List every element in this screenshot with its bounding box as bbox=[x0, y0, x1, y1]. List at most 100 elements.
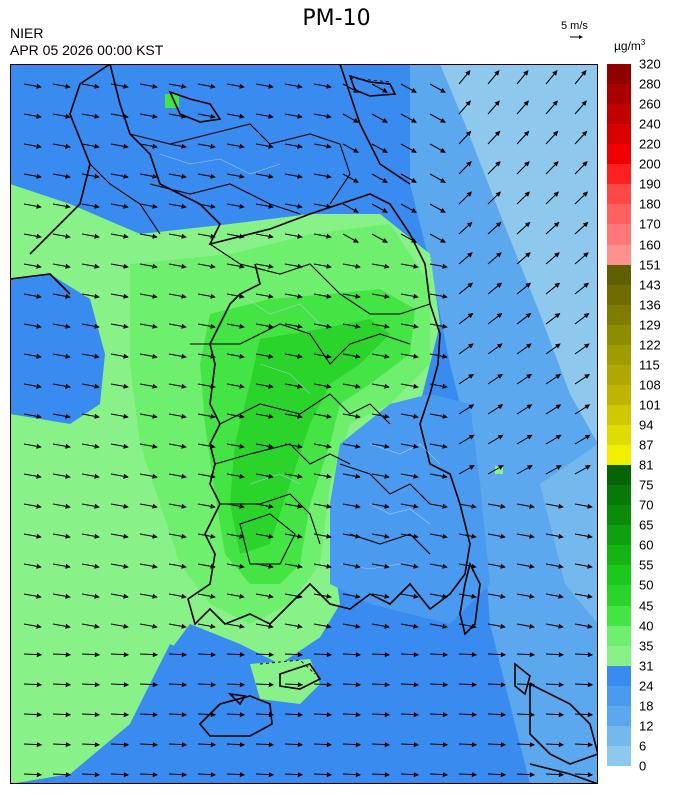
legend-swatch bbox=[607, 364, 631, 385]
legend-label: 115 bbox=[639, 357, 660, 373]
legend-label: 40 bbox=[639, 618, 654, 634]
wind-arrow-head bbox=[65, 173, 71, 179]
wind-arrow-head bbox=[36, 233, 42, 239]
legend-label: 87 bbox=[639, 437, 654, 453]
wind-arrow-head bbox=[587, 623, 593, 629]
wind-arrow-head bbox=[413, 323, 419, 329]
wind-arrow-head bbox=[468, 373, 475, 379]
wind-arrow-head bbox=[123, 443, 129, 449]
wind-arrow-head bbox=[442, 443, 448, 449]
legend-swatch bbox=[607, 164, 631, 185]
wind-arrow-head bbox=[181, 263, 187, 269]
wind-arrow-head bbox=[36, 413, 42, 419]
wind-arrow-head bbox=[413, 503, 419, 509]
wind-arrow-head bbox=[382, 237, 388, 243]
wind-arrow-head bbox=[297, 293, 303, 299]
wind-arrow-head bbox=[297, 503, 303, 509]
wind-arrow-head bbox=[152, 293, 158, 299]
wind-arrow-head bbox=[413, 443, 419, 449]
legend-swatch bbox=[607, 304, 631, 325]
wind-arrow-head bbox=[239, 233, 245, 239]
wind-arrow-head bbox=[239, 563, 245, 569]
wind-arrow-head bbox=[494, 69, 500, 76]
wind-arrow-head bbox=[123, 113, 129, 119]
legend-label: 65 bbox=[639, 517, 654, 533]
wind-arrow-head bbox=[65, 293, 71, 299]
wind-arrow-head bbox=[471, 652, 478, 658]
wind-arrow-head bbox=[210, 563, 216, 569]
wind-arrow-head bbox=[355, 533, 361, 539]
wind-arrow-head bbox=[555, 465, 562, 470]
legend-label: 6 bbox=[639, 738, 647, 754]
wind-reference-arrow-icon bbox=[570, 35, 583, 39]
wind-arrow-head bbox=[65, 563, 71, 569]
legend-label: 94 bbox=[639, 417, 654, 433]
wind-arrow-head bbox=[442, 563, 448, 569]
wind-arrow-head bbox=[94, 593, 100, 599]
wind-arrow-head bbox=[297, 83, 303, 89]
wind-arrow-head bbox=[497, 373, 504, 379]
wind-arrow-head bbox=[94, 712, 101, 718]
wind-arrow-head bbox=[65, 712, 72, 718]
wind-arrow-head bbox=[467, 282, 474, 288]
map-title: PM-10 bbox=[302, 6, 371, 31]
legend-label: 260 bbox=[639, 96, 661, 112]
wind-arrow-head bbox=[524, 191, 531, 197]
wind-arrow-head bbox=[442, 742, 449, 748]
wind-arrow-head bbox=[384, 293, 390, 299]
wind-arrow-head bbox=[529, 772, 536, 778]
wind-arrow-head bbox=[529, 742, 536, 748]
wind-arrow-head bbox=[496, 313, 503, 319]
wind-arrow-head bbox=[239, 293, 245, 299]
wind-arrow-head bbox=[210, 143, 216, 149]
wind-arrow-head bbox=[584, 434, 591, 440]
wind-arrow-head bbox=[553, 191, 560, 197]
legend-label: 35 bbox=[639, 638, 654, 654]
wind-arrow-head bbox=[326, 712, 333, 718]
wind-arrow-head bbox=[36, 503, 42, 509]
wind-arrow-head bbox=[152, 263, 158, 269]
wind-arrow-head bbox=[355, 263, 361, 269]
wind-arrow-head bbox=[210, 323, 216, 329]
wind-arrow-head bbox=[152, 623, 158, 629]
wind-arrow-head bbox=[525, 252, 531, 258]
legend-swatch bbox=[607, 465, 631, 486]
wind-arrow-head bbox=[181, 772, 188, 778]
wind-arrow-head bbox=[355, 742, 362, 748]
wind-arrow-head bbox=[94, 323, 100, 329]
wind-arrow-head bbox=[495, 221, 502, 228]
wind-arrow-head bbox=[239, 173, 245, 179]
wind-arrow-head bbox=[297, 652, 304, 658]
wind-arrow-head bbox=[65, 203, 71, 209]
wind-arrow-head bbox=[587, 652, 594, 658]
wind-arrow-head bbox=[555, 434, 562, 440]
wind-arrow-head bbox=[497, 465, 504, 470]
wind-arrow-head bbox=[210, 83, 216, 89]
wind-arrow-head bbox=[94, 173, 100, 179]
wind-arrow-head bbox=[65, 742, 72, 748]
wind-arrow-head bbox=[326, 443, 332, 449]
wind-arrow-head bbox=[181, 623, 187, 629]
wind-arrow-head bbox=[382, 177, 388, 183]
wind-arrow-head bbox=[36, 473, 42, 479]
legend-swatch bbox=[607, 224, 631, 245]
wind-arrow-head bbox=[526, 404, 533, 410]
wind-arrow-head bbox=[181, 712, 188, 718]
wind-arrow-head bbox=[181, 233, 187, 239]
wind-arrow-head bbox=[297, 473, 303, 479]
wind-arrow-head bbox=[152, 173, 158, 179]
wind-arrow-head bbox=[382, 207, 388, 213]
legend-swatch bbox=[607, 565, 631, 586]
wind-arrow-head bbox=[210, 503, 216, 509]
wind-arrow-head bbox=[584, 343, 590, 349]
wind-arrow-head bbox=[152, 772, 159, 778]
wind-arrow-head bbox=[353, 117, 359, 123]
wind-arrow-head bbox=[123, 533, 129, 539]
wind-arrow-head bbox=[555, 343, 561, 349]
legend-label: 0 bbox=[639, 758, 647, 774]
wind-arrow-head bbox=[239, 772, 246, 778]
wind-arrow-head bbox=[65, 263, 71, 269]
wind-arrow-head bbox=[554, 252, 560, 258]
wind-arrow-head bbox=[94, 473, 100, 479]
wind-arrow-head bbox=[36, 293, 42, 299]
